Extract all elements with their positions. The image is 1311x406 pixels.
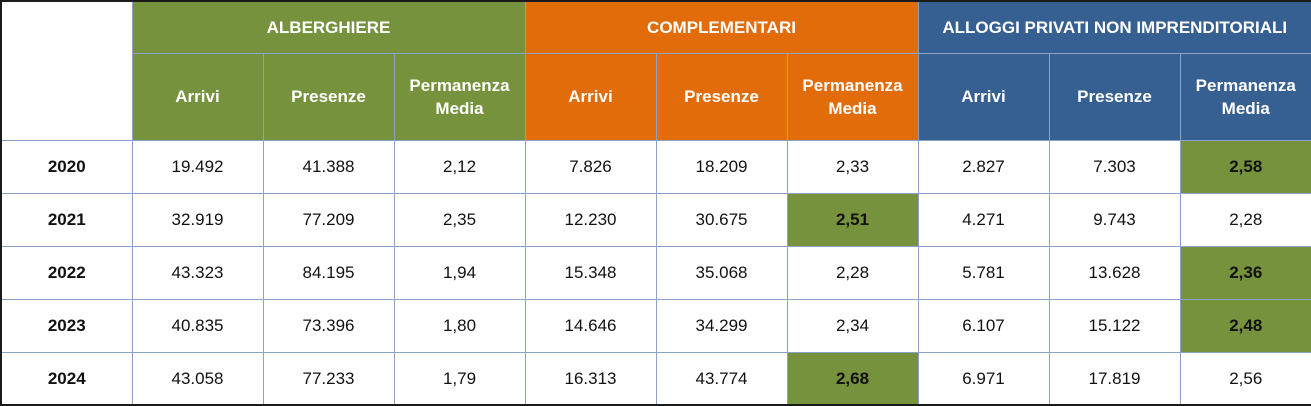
table-cell: 6.971 xyxy=(917,351,1050,406)
table-cell: 7.826 xyxy=(524,139,657,194)
table-cell: 6.107 xyxy=(917,298,1050,353)
table-cell: 19.492 xyxy=(131,139,264,194)
table-cell: 2.827 xyxy=(917,139,1050,194)
subheader-presenze: Presenze xyxy=(655,52,788,141)
table-cell: 15.348 xyxy=(524,245,657,300)
row-year: 2024 xyxy=(0,351,133,406)
table-cell: 34.299 xyxy=(655,298,788,353)
table-cell: 84.195 xyxy=(262,245,395,300)
table-cell: 13.628 xyxy=(1048,245,1181,300)
table-cell: 2,34 xyxy=(786,298,919,353)
table-cell: 77.233 xyxy=(262,351,395,406)
subheader-permanenza-line2: Media xyxy=(1221,98,1270,118)
row-year: 2021 xyxy=(0,192,133,247)
subheader-arrivi: Arrivi xyxy=(131,52,264,141)
table-cell: 43.058 xyxy=(131,351,264,406)
table-row: 2022 43.323 84.195 1,94 15.348 35.068 2,28 5.78… xyxy=(0,245,1311,300)
table-cell: 77.209 xyxy=(262,192,395,247)
table-cell: 2,68 xyxy=(786,351,919,406)
table-cell: 1,94 xyxy=(393,245,526,300)
row-year: 2020 xyxy=(0,139,133,194)
table-cell: 1,80 xyxy=(393,298,526,353)
subheader-permanenza-line1: Permanenza xyxy=(1195,75,1296,95)
subheader-presenze: Presenze xyxy=(262,52,395,141)
subheader-presenze: Presenze xyxy=(1048,52,1181,141)
table-cell: 4.271 xyxy=(917,192,1050,247)
table-cell: 30.675 xyxy=(655,192,788,247)
subheader-permanenza-media: Permanenza Media xyxy=(1179,52,1311,141)
table-cell: 43.323 xyxy=(131,245,264,300)
table-cell: 2,28 xyxy=(786,245,919,300)
subheader-permanenza-line1: Permanenza xyxy=(802,75,903,95)
table-cell: 14.646 xyxy=(524,298,657,353)
table-cell: 18.209 xyxy=(655,139,788,194)
subheader-arrivi: Arrivi xyxy=(917,52,1050,141)
table-cell: 2,12 xyxy=(393,139,526,194)
table-cell: 35.068 xyxy=(655,245,788,300)
table-cell: 9.743 xyxy=(1048,192,1181,247)
table-cell: 43.774 xyxy=(655,351,788,406)
table-cell: 40.835 xyxy=(131,298,264,353)
table-cell: 2,33 xyxy=(786,139,919,194)
table-cell: 41.388 xyxy=(262,139,395,194)
subheader-permanenza-media: Permanenza Media xyxy=(393,52,526,141)
table-cell: 15.122 xyxy=(1048,298,1181,353)
table-cell: 2,51 xyxy=(786,192,919,247)
corner-cell xyxy=(0,0,133,141)
table-cell: 2,36 xyxy=(1179,245,1311,300)
table-cell: 16.313 xyxy=(524,351,657,406)
table-cell: 12.230 xyxy=(524,192,657,247)
table-row: 2024 43.058 77.233 1,79 16.313 43.774 2,68 6.97… xyxy=(0,351,1311,406)
subheader-permanenza-line2: Media xyxy=(435,98,484,118)
row-year: 2022 xyxy=(0,245,133,300)
table-body: 2020 19.492 41.388 2,12 7.826 18.209 2,33 2.827… xyxy=(0,139,1311,406)
group-header-alberghiere: ALBERGHIERE xyxy=(131,0,526,54)
group-header-complementari: COMPLEMENTARI xyxy=(524,0,919,54)
table-cell: 73.396 xyxy=(262,298,395,353)
table-cell: 2,56 xyxy=(1179,351,1311,406)
table-cell: 17.819 xyxy=(1048,351,1181,406)
table-cell: 2,35 xyxy=(393,192,526,247)
group-header-alloggi-privati: ALLOGGI PRIVATI NON IMPRENDITORIALI xyxy=(917,0,1311,54)
subheader-permanenza-line2: Media xyxy=(828,98,877,118)
subheader-arrivi: Arrivi xyxy=(524,52,657,141)
subheader-permanenza-line1: Permanenza xyxy=(409,75,510,95)
table-cell: 7.303 xyxy=(1048,139,1181,194)
table-cell: 2,58 xyxy=(1179,139,1311,194)
table-row: 2020 19.492 41.388 2,12 7.826 18.209 2,33 2.827… xyxy=(0,139,1311,194)
row-year: 2023 xyxy=(0,298,133,353)
table-cell: 2,48 xyxy=(1179,298,1311,353)
subheader-permanenza-media: Permanenza Media xyxy=(786,52,919,141)
table-cell: 5.781 xyxy=(917,245,1050,300)
table-cell: 32.919 xyxy=(131,192,264,247)
table-row: 2021 32.919 77.209 2,35 12.230 30.675 2,51 4.27… xyxy=(0,192,1311,247)
table-cell: 2,28 xyxy=(1179,192,1311,247)
table-cell: 1,79 xyxy=(393,351,526,406)
table-row: 2023 40.835 73.396 1,80 14.646 34.299 2,34 6.10… xyxy=(0,298,1311,353)
